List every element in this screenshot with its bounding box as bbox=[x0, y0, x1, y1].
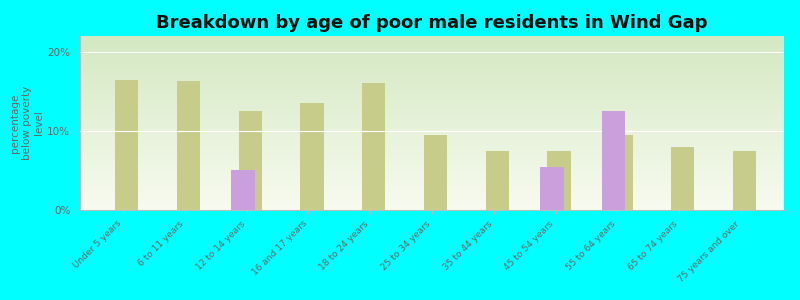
Y-axis label: percentage
below poverty
level: percentage below poverty level bbox=[10, 86, 45, 160]
Bar bbox=[177, 81, 200, 210]
Bar bbox=[362, 83, 386, 210]
Bar bbox=[547, 151, 570, 210]
Bar bbox=[231, 170, 255, 210]
Bar bbox=[609, 135, 633, 210]
Bar bbox=[238, 111, 262, 210]
Bar bbox=[540, 167, 564, 210]
Bar bbox=[671, 147, 694, 210]
Bar bbox=[486, 151, 509, 210]
Bar bbox=[602, 111, 626, 210]
Bar bbox=[115, 80, 138, 210]
Bar bbox=[300, 103, 324, 210]
Title: Breakdown by age of poor male residents in Wind Gap: Breakdown by age of poor male residents … bbox=[156, 14, 708, 32]
Bar bbox=[733, 151, 756, 210]
Bar bbox=[424, 135, 447, 210]
